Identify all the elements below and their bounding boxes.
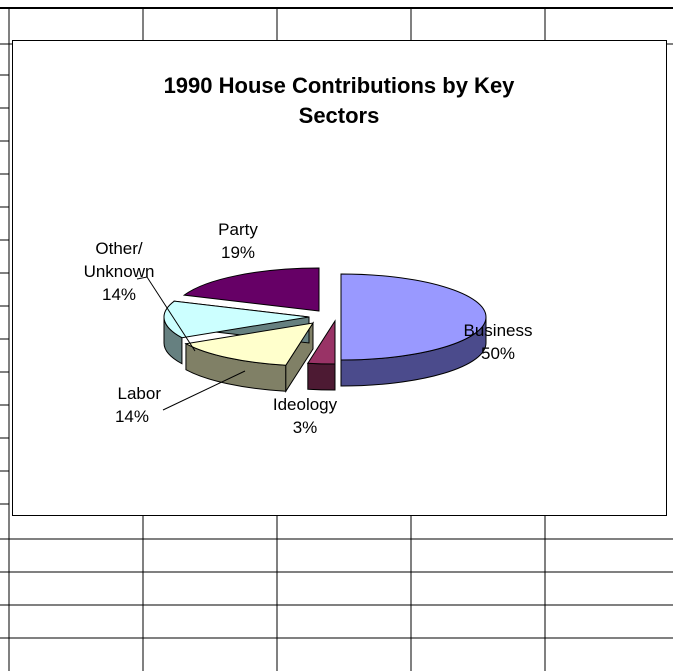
slice-label-ideology: Ideology 3% (273, 395, 338, 437)
slice-label-line: Business (464, 321, 533, 340)
slice-label-line: 3% (293, 418, 318, 437)
leader-line-labor (162, 370, 246, 411)
leader-line-other-unknown (136, 276, 196, 352)
slice-side-ideology (307, 362, 336, 391)
slice-label-line: Party (218, 220, 258, 239)
slice-label-line: 14% (115, 407, 149, 426)
slice-label-line: Other/ (95, 239, 143, 258)
slice-label-labor: Labor 14% (115, 384, 161, 426)
pie-tops (163, 267, 487, 366)
pie-chart: 1990 House Contributions by Key Sectors … (84, 73, 533, 437)
leader-lines (136, 276, 246, 411)
slice-labels: Business 50%Ideology 3%Labor 14%Other/Unkno… (84, 220, 533, 437)
chart-title-line-2: Sectors (299, 103, 380, 128)
slice-label-line: 14% (102, 285, 136, 304)
slice-label-line: 50% (481, 344, 515, 363)
slice-party[interactable] (182, 267, 320, 312)
slice-label-line: Unknown (84, 262, 155, 281)
slice-ideology[interactable] (306, 319, 336, 365)
slice-label-business: Business 50% (464, 321, 533, 363)
chart-area[interactable]: 1990 House Contributions by Key Sectors … (12, 40, 667, 516)
slice-label-line: 19% (221, 243, 255, 262)
slice-label-line: Ideology (273, 395, 338, 414)
slice-other-unknown[interactable] (163, 300, 310, 339)
slice-labor[interactable] (184, 322, 315, 366)
slice-label-other-unknown: Other/Unknown 14% (84, 239, 155, 304)
slice-business[interactable] (340, 273, 487, 361)
chart-title-line-1: 1990 House Contributions by Key (164, 73, 516, 98)
slice-label-party: Party 19% (218, 220, 258, 262)
slice-label-line: Labor (118, 384, 162, 403)
